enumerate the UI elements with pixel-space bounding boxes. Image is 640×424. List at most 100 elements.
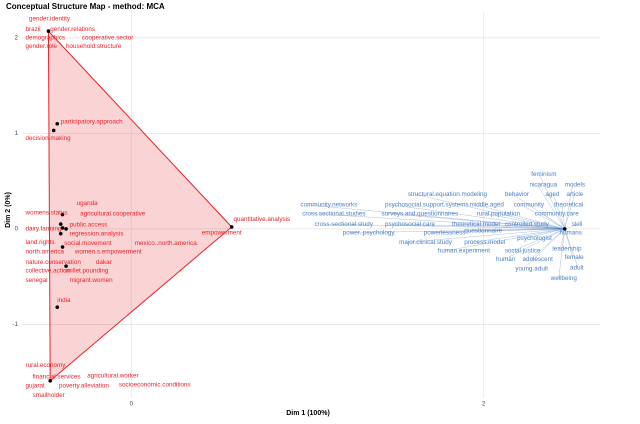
term-label: india — [57, 297, 71, 304]
term-label: social.movement — [64, 240, 111, 247]
chart-title: Conceptual Structure Map - method: MCA — [6, 2, 165, 11]
cluster-point — [58, 231, 63, 236]
term-label: financial.services — [33, 374, 81, 381]
term-label: women.s.empowerment — [74, 248, 142, 255]
term-spoke — [512, 223, 565, 230]
term-spoke — [530, 228, 565, 260]
term-label: powerlessness — [424, 229, 466, 236]
term-label: adult — [570, 265, 584, 272]
cluster-point — [55, 305, 60, 310]
term-label: social.justice — [505, 248, 541, 255]
term-spoke — [560, 228, 565, 249]
term-spoke — [477, 204, 565, 230]
term-label: senegal — [26, 277, 48, 284]
cluster-point — [60, 212, 65, 217]
term-spoke — [472, 228, 565, 243]
term-label: power..psychology. — [343, 229, 396, 236]
term-label: middle.aged — [470, 202, 505, 209]
term-label: poverty.alleviation — [59, 382, 109, 389]
y-axis-label: Dim 2 (0%) — [5, 192, 12, 228]
term-spoke — [537, 184, 565, 229]
term-label: demographics — [26, 34, 66, 41]
term-spoke — [564, 228, 573, 258]
term-spoke — [472, 228, 565, 231]
term-label: dairy.farming — [26, 226, 62, 233]
y-tick-label: 1 — [15, 131, 19, 137]
term-spoke — [523, 228, 565, 270]
term-label: process.model — [464, 239, 505, 246]
term-label: gender.relations — [50, 26, 95, 33]
term-spoke — [521, 204, 565, 230]
term-label: agricultural.cooperative — [80, 210, 146, 217]
term-label: theoretical.model — [452, 221, 500, 228]
term-spoke — [564, 228, 579, 269]
term-label: cross.sectional.studies — [302, 210, 365, 217]
cluster-point — [60, 245, 65, 249]
term-label: behavior — [505, 191, 529, 198]
term-spoke — [503, 228, 565, 260]
term-label: psychosocial.care — [385, 221, 436, 228]
cluster-point — [64, 227, 68, 231]
term-label: rural.population — [477, 210, 521, 217]
x-tick-label: 0 — [130, 402, 134, 408]
term-label: collective.action — [26, 268, 71, 275]
term-spoke — [564, 223, 580, 230]
term-label: land.rights — [26, 239, 55, 246]
term-spoke — [512, 228, 565, 252]
term-label: theoretical — [554, 202, 583, 209]
cluster-point — [562, 227, 567, 231]
term-label: gujarat — [26, 382, 46, 389]
term-label: socioeconomic.conditions — [119, 381, 191, 388]
term-label: young.adult — [515, 266, 548, 273]
term-label: community — [514, 202, 545, 209]
term-label: decision.making — [26, 135, 72, 142]
term-spoke — [407, 228, 565, 243]
term-spoke — [539, 174, 565, 229]
term-label: adolescent — [522, 256, 553, 263]
x-axis-label: Dim 1 (100%) — [286, 410, 330, 417]
term-label: psychosocial.support.systems — [385, 202, 469, 209]
term-spoke — [553, 194, 565, 229]
term-label: structural.equation.modeling — [408, 191, 488, 198]
cluster-point — [58, 222, 63, 226]
cluster-point — [51, 128, 56, 133]
term-label: migrant.women — [70, 277, 114, 284]
term-label: gender.role — [26, 43, 58, 50]
term-label: brazil — [26, 26, 41, 33]
term-spoke — [310, 213, 565, 230]
term-label: rural.economy — [26, 362, 67, 369]
term-label: participatory.approach — [61, 119, 123, 126]
term-label: millet.pounding — [66, 268, 109, 275]
term-label: aged — [545, 191, 560, 198]
y-tick-label: 0 — [15, 226, 19, 232]
cluster-point — [60, 226, 65, 230]
term-label: article — [567, 191, 584, 198]
term-spoke — [484, 213, 565, 230]
term-label: wellbeing — [550, 275, 578, 282]
x-tick-label: 2 — [482, 402, 486, 408]
term-label: regression.analysis — [70, 230, 124, 237]
term-label: womens.status — [25, 209, 68, 216]
term-label: quantitative.analysis — [233, 216, 290, 223]
term-label: gender.identity — [29, 15, 71, 22]
term-label: surveys.and.questionnaires — [381, 210, 458, 217]
y-tick-label: -1 — [13, 322, 19, 328]
term-spoke — [445, 228, 565, 252]
term-label: nicaragua — [530, 182, 558, 189]
term-label: north.america — [26, 248, 65, 255]
term-label: public.access — [70, 222, 108, 229]
term-label: leadership — [552, 246, 582, 253]
term-spoke — [561, 204, 565, 229]
term-label: empowerment — [202, 229, 242, 236]
term-label: nature.conservation — [26, 259, 82, 266]
term-label: smallholder — [33, 392, 65, 399]
cluster-point — [55, 121, 60, 126]
cluster-point — [64, 264, 68, 268]
term-spoke — [322, 223, 565, 230]
term-spoke — [459, 223, 565, 230]
term-label: uganda — [77, 200, 99, 207]
term-label: questionnaire — [464, 227, 502, 234]
cluster-hull — [47, 29, 233, 382]
term-spoke — [564, 184, 573, 229]
